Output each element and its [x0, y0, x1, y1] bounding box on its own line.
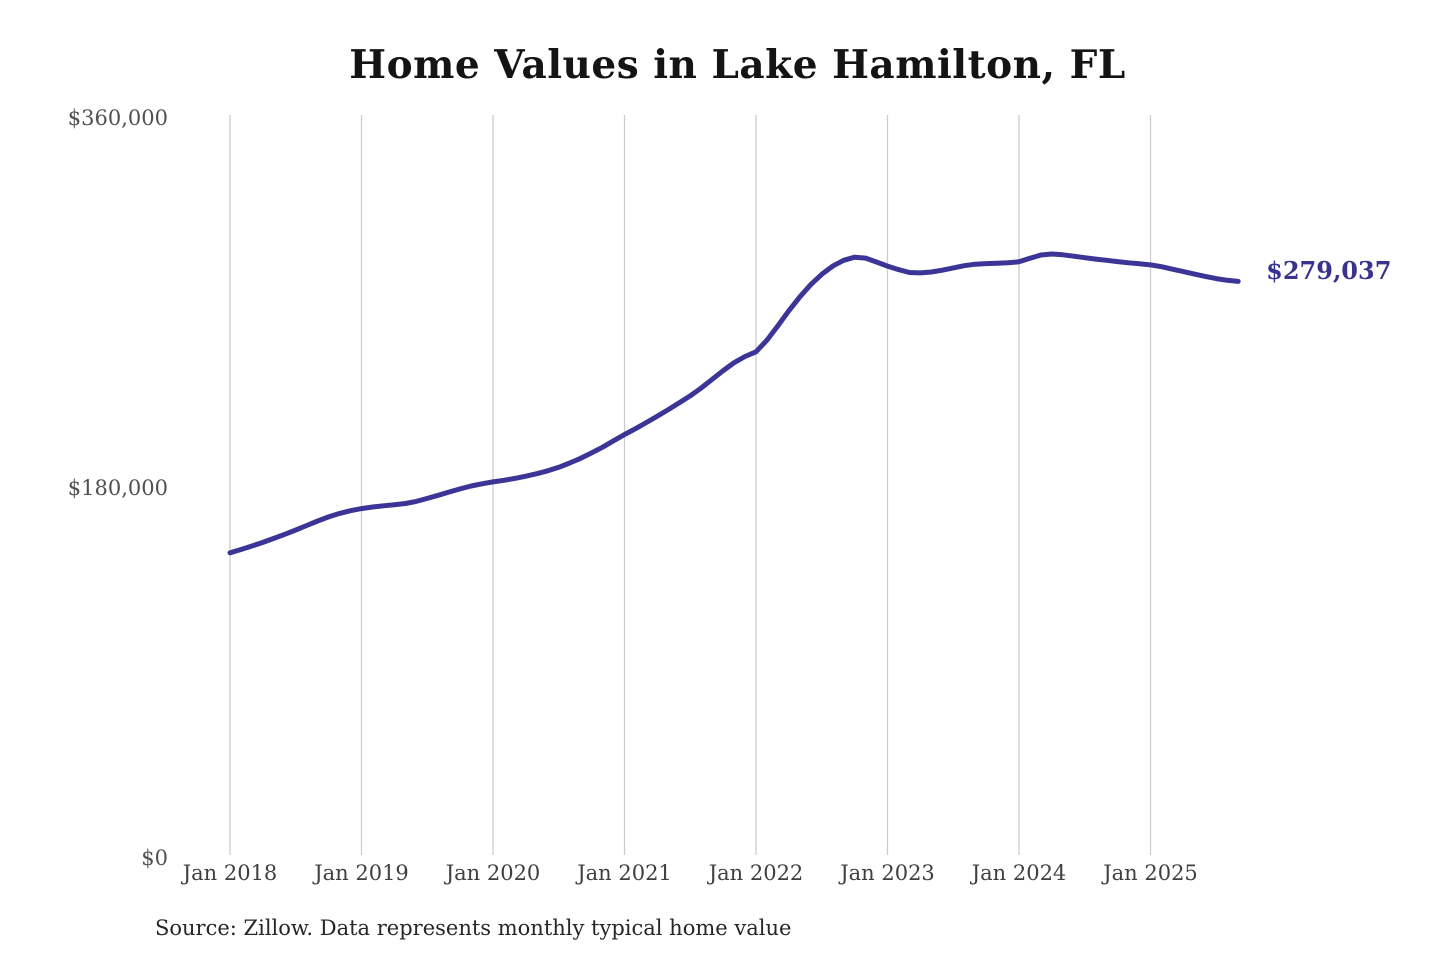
y-tick-label: $360,000 — [67, 106, 168, 130]
x-tick-label: Jan 2023 — [840, 861, 935, 885]
x-tick-label: Jan 2018 — [182, 861, 278, 885]
x-tick-label: Jan 2022 — [708, 861, 804, 885]
x-tick-label: Jan 2024 — [971, 861, 1067, 885]
latest-value-label: $279,037 — [1266, 256, 1392, 286]
source-note: Source: Zillow. Data represents monthly … — [155, 916, 792, 940]
chart-title: Home Values in Lake Hamilton, FL — [349, 42, 1126, 88]
x-tick-label: Jan 2021 — [577, 861, 672, 885]
x-tick-label: Jan 2019 — [314, 861, 409, 885]
y-tick-label: $180,000 — [67, 476, 168, 500]
x-tick-label: Jan 2025 — [1103, 861, 1198, 885]
home-values-line — [227, 251, 1241, 556]
y-tick-label: $0 — [141, 846, 168, 870]
x-tick-label: Jan 2020 — [445, 861, 541, 885]
